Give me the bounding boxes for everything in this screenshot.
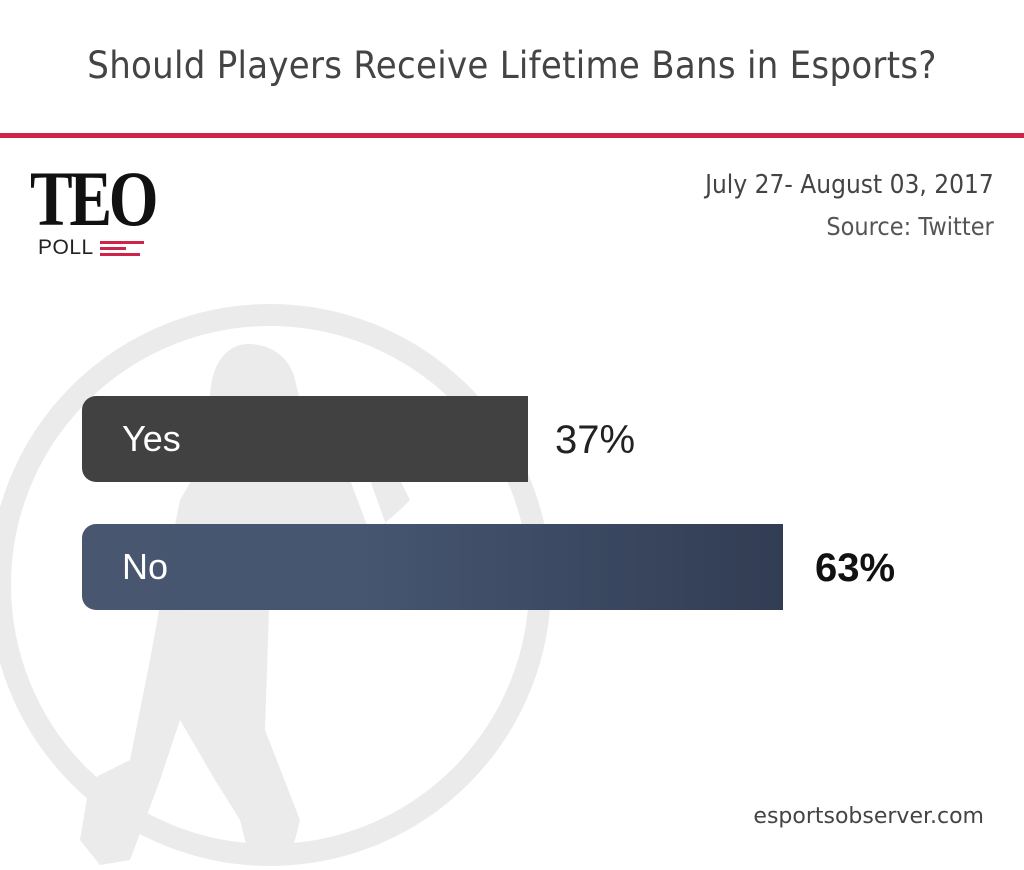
bar-label-yes: Yes <box>122 418 181 459</box>
title-divider <box>0 133 1024 138</box>
poll-meta: July 27- August 03, 2017 Source: Twitter <box>673 170 994 241</box>
value-label-no: 63% <box>815 546 896 590</box>
poll-lines-icon <box>99 240 144 256</box>
value-label-yes: 37% <box>555 418 636 462</box>
page-title: Should Players Receive Lifetime Bans in … <box>87 44 937 87</box>
bar-yes: Yes <box>82 396 528 482</box>
logo-wordmark: TEO <box>30 155 159 242</box>
logo-subtitle: POLL <box>38 236 94 259</box>
footer-site-link[interactable]: esportsobserver.com <box>753 804 984 829</box>
teo-poll-logo: TEO POLL <box>30 155 183 260</box>
bar-label-no: No <box>122 546 169 587</box>
source-label: Source: Twitter <box>826 212 994 241</box>
date-range: July 27- August 03, 2017 <box>705 170 994 200</box>
bar-no: No <box>82 524 783 610</box>
